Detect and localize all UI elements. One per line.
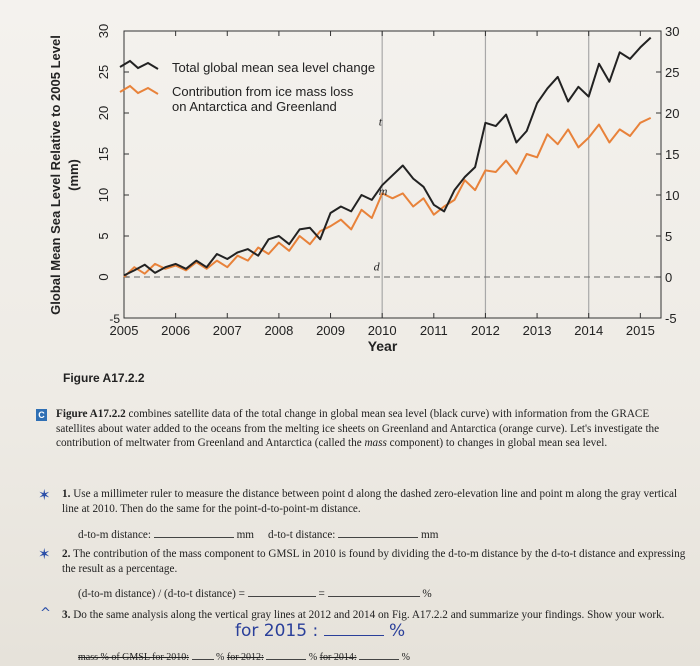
figure-caption: Figure A17.2.2 combines satellite data o…	[36, 407, 686, 451]
x-tick-label: 2011	[420, 323, 448, 338]
point-label-d: d	[374, 259, 381, 273]
chart-series	[123, 36, 652, 278]
x-tick-label: 2014	[574, 323, 603, 338]
question-2-text: The contribution of the mass component t…	[62, 548, 686, 575]
x-tick-label: 2005	[110, 323, 139, 338]
chart-legend: Total global mean sea level change Contri…	[119, 59, 375, 114]
handwritten-note: for 2015 : %	[235, 621, 405, 641]
legend-label-1-cont: on Antarctica and Greenland	[172, 99, 337, 114]
caption-section-badge: C	[36, 409, 47, 421]
y-tick-label: 30	[96, 24, 111, 38]
percent-sign: %	[422, 588, 432, 600]
y-tick-label: 5	[96, 232, 111, 239]
x-tick-label: 2015	[626, 323, 655, 338]
y-tick-label: 20	[96, 106, 111, 120]
x-axis-title: Year	[368, 338, 398, 354]
x-tick-label: 2007	[213, 323, 242, 338]
dm-distance-label: d-to-m distance:	[78, 529, 152, 541]
mass-2010-pct: %	[216, 652, 225, 663]
dt-distance-field[interactable]	[338, 526, 419, 538]
ratio-formula: (d-to-m distance) / (d-to-t distance) =	[78, 588, 245, 600]
question-2: 2. The contribution of the mass componen…	[62, 547, 692, 576]
y-tick-label: 25	[96, 65, 111, 79]
x-tick-label: 2012	[471, 323, 500, 338]
caption-text-b: component) to changes in global mean sea…	[386, 437, 608, 449]
right-y-tick-label: 10	[665, 188, 679, 203]
mass-2014-label: for 2014:	[319, 652, 357, 663]
percent-field[interactable]	[327, 585, 420, 597]
ratio-equals: =	[318, 588, 325, 600]
ratio-field[interactable]	[247, 585, 316, 597]
handwritten-percent: %	[389, 621, 406, 641]
question-3-answers: mass % of GMSL for 2010: % for 2012: % f…	[78, 648, 700, 666]
handwritten-text: for 2015 :	[235, 621, 319, 641]
y-tick-label: -5	[109, 312, 120, 326]
mass-2010-label: mass % of GMSL for 2010:	[78, 652, 190, 663]
axis-ticks	[123, 30, 661, 319]
caption-mass-term: mass	[364, 437, 387, 449]
question-2-number: 2.	[62, 548, 71, 560]
x-tick-label: 2008	[264, 323, 293, 338]
question-2-answers: (d-to-m distance) / (d-to-t distance) = …	[78, 585, 700, 602]
legend-label-0: Total global mean sea level change	[172, 60, 375, 75]
axis-labels: 2005 2006 2007 2008 2009 2010 2011 2012 2013 2014…	[48, 24, 679, 354]
question-1: 1. Use a millimeter ruler to measure the…	[62, 487, 692, 516]
mass-2014-field[interactable]	[359, 648, 400, 660]
y-tick-label: 0	[96, 273, 111, 280]
dt-distance-unit: mm	[421, 529, 439, 541]
x-tick-label: 2006	[161, 323, 190, 338]
question-3-number: 3.	[62, 609, 71, 621]
question-1-text: Use a millimeter ruler to measure the di…	[62, 488, 678, 515]
caption-figure-ref: Figure A17.2.2	[56, 408, 126, 420]
vertical-gray-lines	[381, 31, 590, 318]
point-label-m: m	[379, 184, 388, 198]
mass-2012-field[interactable]	[266, 648, 307, 660]
legend-label-1: Contribution from ice mass loss	[172, 84, 354, 99]
point-label-t: t	[379, 114, 383, 128]
right-y-tick-label: 5	[665, 229, 672, 244]
chart-frame	[123, 30, 662, 319]
question-1-answers: d-to-m distance: mm d-to-t distance: mm	[78, 526, 700, 543]
question-3: 3. Do the same analysis along the vertic…	[62, 608, 692, 623]
dt-distance-label: d-to-t distance:	[268, 529, 336, 541]
mass-2012-label: for 2012:	[226, 652, 264, 663]
caret-annotation: ^	[40, 606, 51, 621]
legend-swatch-0	[119, 59, 159, 70]
question-3-text: Do the same analysis along the vertical …	[73, 609, 665, 621]
right-y-tick-label: -5	[665, 311, 677, 326]
star-annotation-1: ✶	[38, 486, 51, 504]
y-tick-label: 15	[96, 147, 111, 161]
x-tick-label: 2013	[523, 323, 552, 338]
sea-level-chart: 2005 2006 2007 2008 2009 2010 2011 2012 2013 2014…	[48, 24, 679, 354]
figure-label: Figure A17.2.2	[63, 371, 145, 385]
question-1-number: 1.	[62, 488, 71, 500]
x-tick-label: 2009	[316, 323, 345, 338]
right-y-tick-label: 25	[665, 65, 679, 80]
right-y-tick-label: 0	[665, 270, 672, 285]
x-tick-label: 2010	[368, 323, 397, 338]
y-tick-label: 10	[96, 188, 111, 202]
point-labels: t m d	[374, 114, 388, 273]
dm-distance-field[interactable]	[153, 526, 234, 538]
mass-2010-field[interactable]	[191, 648, 214, 660]
series-line-1	[123, 116, 652, 278]
star-annotation-2: ✶	[38, 545, 51, 563]
caption-text-a: combines satellite data of the total cha…	[56, 408, 660, 449]
series-line-0	[123, 36, 652, 277]
dm-distance-unit: mm	[236, 529, 255, 541]
y-axis-unit: (mm)	[66, 159, 81, 191]
y-axis-title: Global Mean Sea Level Relative to 2005 L…	[48, 35, 63, 315]
mass-2012-pct: %	[308, 652, 318, 663]
legend-swatch-1	[119, 84, 159, 95]
right-y-tick-label: 15	[665, 147, 679, 162]
right-y-tick-label: 20	[665, 106, 679, 121]
mass-2014-pct: %	[401, 652, 410, 663]
right-y-tick-label: 30	[665, 24, 679, 39]
handwritten-blank	[323, 624, 384, 636]
